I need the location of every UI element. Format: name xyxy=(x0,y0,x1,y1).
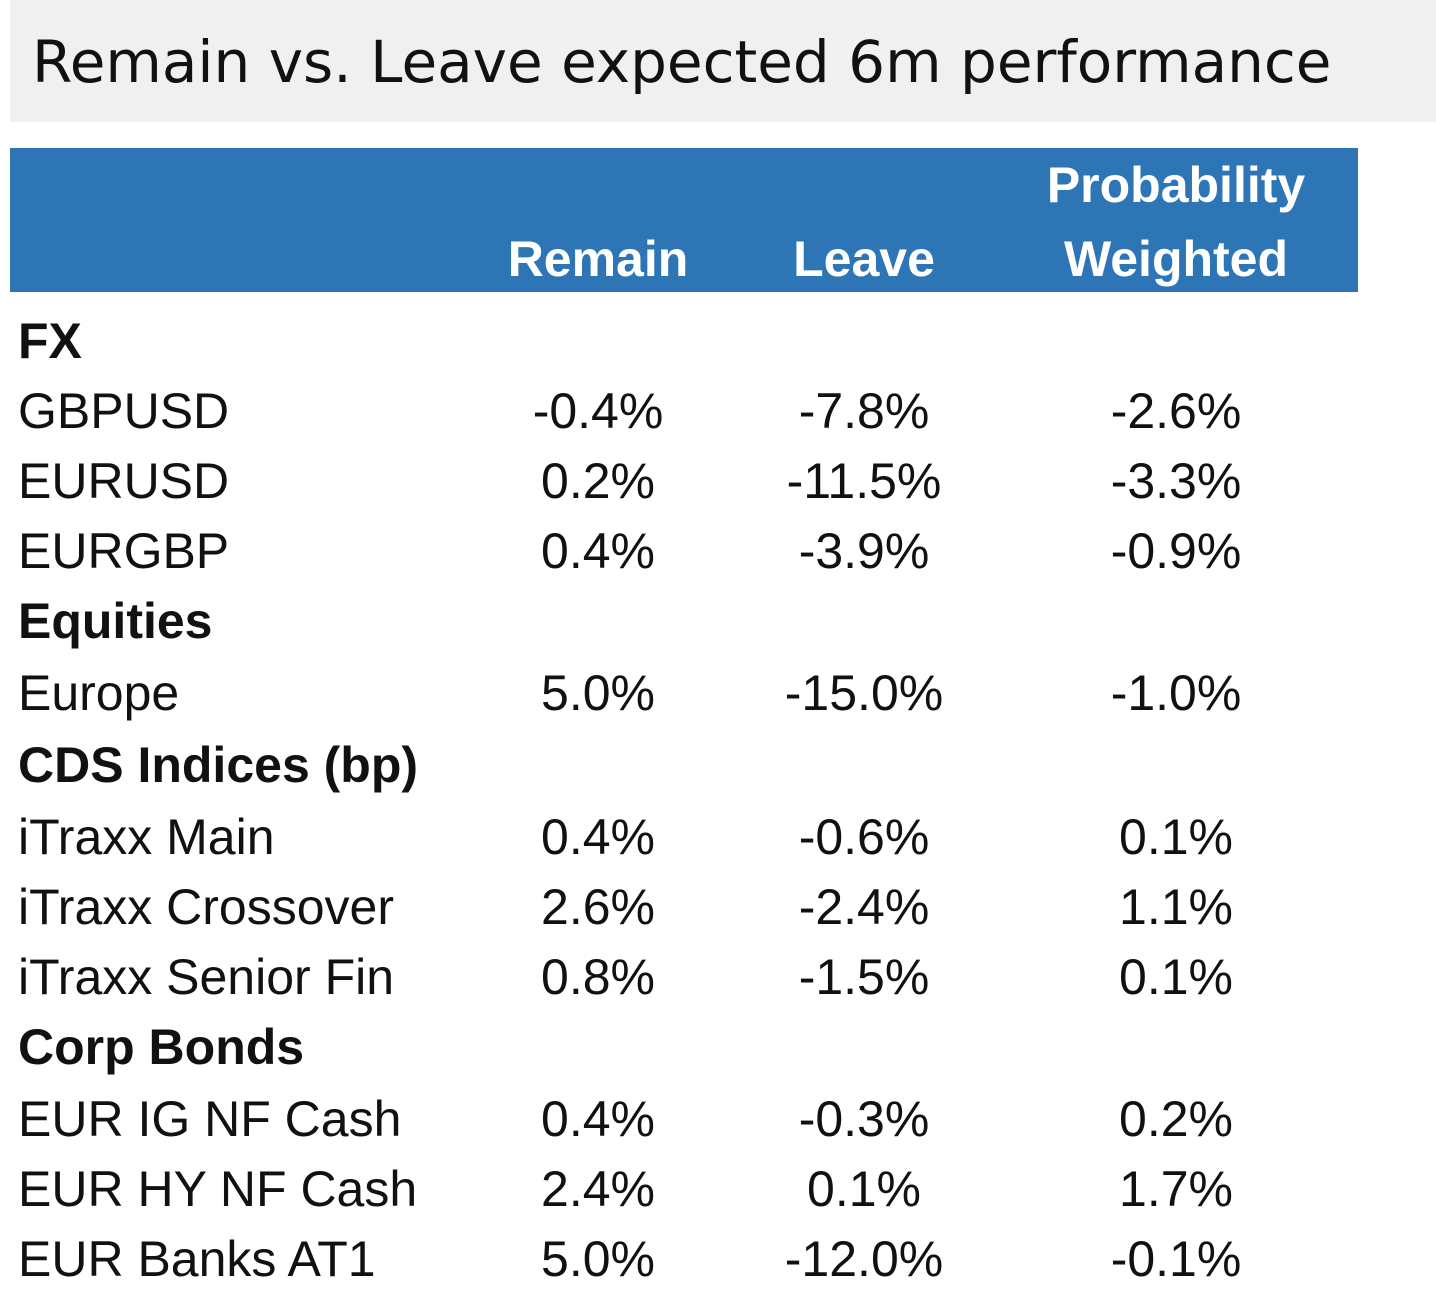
title-band: Remain vs. Leave expected 6m performance xyxy=(10,0,1436,122)
cell-remain: -0.4% xyxy=(532,383,664,439)
cell-remain: 5.0% xyxy=(541,1231,655,1287)
cell-weighted: -3.3% xyxy=(1110,453,1242,509)
header-leave: Leave xyxy=(793,231,935,287)
cell-leave: -0.3% xyxy=(798,1091,930,1147)
row-label: Europe xyxy=(18,665,180,721)
cell-remain: 2.6% xyxy=(541,879,655,935)
row-label: iTraxx Senior Fin xyxy=(18,949,395,1005)
table-header: Remain Leave Probability Weighted xyxy=(10,148,1358,292)
row-label: GBPUSD xyxy=(18,383,230,439)
cell-leave: -3.9% xyxy=(798,523,930,579)
cell-weighted: 0.2% xyxy=(1119,1091,1233,1147)
cell-remain: 5.0% xyxy=(541,665,655,721)
row-label: EURGBP xyxy=(18,523,230,579)
cell-remain: 0.4% xyxy=(541,523,655,579)
cell-remain: 0.4% xyxy=(541,1091,655,1147)
cell-remain: 2.4% xyxy=(541,1161,655,1217)
cell-weighted: -0.9% xyxy=(1110,523,1242,579)
table-title: Remain vs. Leave expected 6m performance xyxy=(32,28,1332,96)
cell-weighted: 1.1% xyxy=(1119,879,1233,935)
performance-table: Remain Leave Probability Weighted FX GBPU… xyxy=(10,148,1358,1288)
section-header: Corp Bonds xyxy=(18,1019,305,1075)
cell-leave: -1.5% xyxy=(798,949,930,1005)
cell-weighted: 1.7% xyxy=(1119,1161,1233,1217)
section-header: FX xyxy=(18,313,82,369)
cell-remain: 0.4% xyxy=(541,809,655,865)
row-label: EUR IG NF Cash xyxy=(18,1091,402,1147)
cell-leave: -0.6% xyxy=(798,809,930,865)
cell-leave: -7.8% xyxy=(798,383,930,439)
cell-remain: 0.8% xyxy=(541,949,655,1005)
row-label: EUR HY NF Cash xyxy=(18,1161,418,1217)
section-header: CDS Indices (bp) xyxy=(18,737,419,793)
header-weighted: Weighted xyxy=(1063,231,1289,287)
cell-leave: -2.4% xyxy=(798,879,930,935)
row-label: EURUSD xyxy=(18,453,230,509)
cell-weighted: 0.1% xyxy=(1119,809,1233,865)
cell-weighted: 0.1% xyxy=(1119,949,1233,1005)
row-label: EUR Banks AT1 xyxy=(18,1231,376,1287)
header-probability: Probability xyxy=(1046,157,1306,213)
cell-weighted: -2.6% xyxy=(1110,383,1242,439)
row-label: iTraxx Crossover xyxy=(18,879,394,935)
cell-remain: 0.2% xyxy=(541,453,655,509)
cell-weighted: -1.0% xyxy=(1110,665,1242,721)
header-remain: Remain xyxy=(507,231,689,287)
cell-leave: -15.0% xyxy=(784,665,944,721)
row-label: iTraxx Main xyxy=(18,809,275,865)
cell-leave: -11.5% xyxy=(786,453,942,509)
cell-leave: -12.0% xyxy=(784,1231,944,1287)
cell-weighted: -0.1% xyxy=(1110,1231,1242,1287)
cell-leave: 0.1% xyxy=(807,1161,921,1217)
section-header: Equities xyxy=(18,593,213,649)
